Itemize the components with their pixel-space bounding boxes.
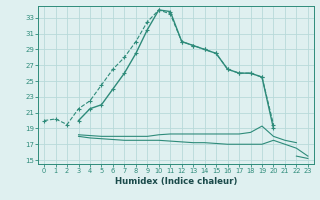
X-axis label: Humidex (Indice chaleur): Humidex (Indice chaleur) — [115, 177, 237, 186]
